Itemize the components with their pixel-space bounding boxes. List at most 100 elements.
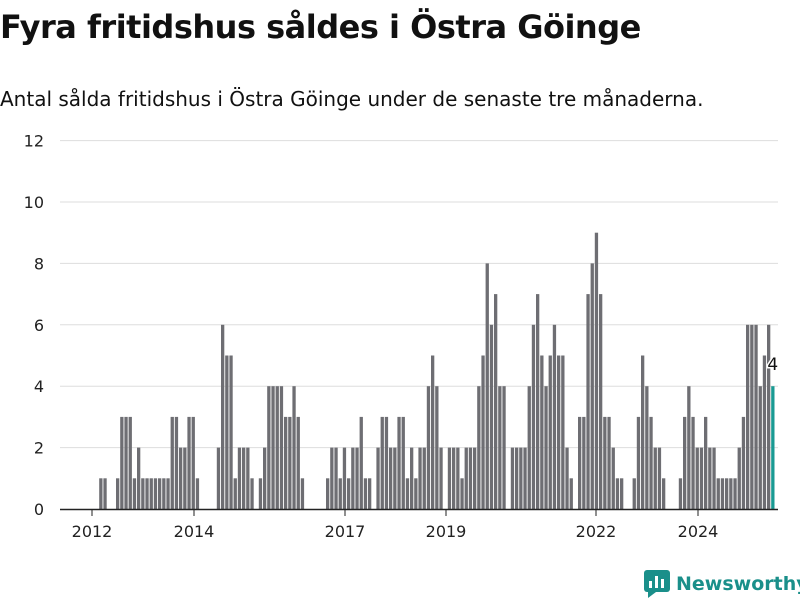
bar [347,478,351,509]
bar [464,447,468,509]
highlight-bar [771,386,775,509]
bar [267,386,271,509]
bar [334,447,338,509]
bar [762,355,767,509]
bar [187,416,191,509]
y-tick-label: 4 [34,377,44,396]
bar-chart: 0 2 4 6 8 10 12 4 2012 2014 2017 2019 2022 2024 [24,132,780,541]
highlight-value-label: 4 [767,355,778,375]
bar [183,447,187,509]
bar [422,447,426,509]
bar [615,478,620,509]
bar [342,447,347,509]
bar [481,355,485,509]
y-tick-label: 2 [34,439,44,458]
bar [330,447,334,509]
bar [599,294,603,509]
bar [141,478,145,509]
bar [494,294,498,509]
bar [737,447,741,509]
bar [149,478,153,509]
bar [657,447,662,509]
bar [607,416,611,509]
bar [586,294,590,509]
bar [552,324,557,509]
bar [704,416,708,509]
bar [557,355,561,509]
bar [368,478,372,509]
bar [477,386,481,509]
bar [279,386,284,509]
bar [662,478,666,509]
bar [355,447,359,509]
bar [578,416,582,509]
bar [128,416,132,509]
bar [124,416,128,509]
bar [179,447,183,509]
bar [439,447,443,509]
brand-logo: Newsworthy [644,570,800,598]
y-tick-label: 8 [34,254,44,273]
bar [620,478,624,509]
bar [746,324,750,509]
bar [326,478,330,509]
bar [510,447,515,509]
bar [233,478,237,509]
bar [582,416,586,509]
bar [250,478,254,509]
bar [397,416,401,509]
y-tick-label: 6 [34,316,44,335]
bar [229,355,233,509]
bar [166,478,170,509]
bar [145,478,149,509]
bar [716,478,720,509]
bar [116,478,120,509]
bar [103,478,107,509]
bar [544,386,548,509]
bar [296,416,300,509]
bar [653,447,657,509]
bar [263,447,267,509]
bar [393,447,397,509]
bar [645,386,649,509]
bar [767,324,771,509]
bar [300,478,305,509]
bar [594,232,599,509]
bar [216,447,221,509]
x-tick-label: 2022 [576,522,617,541]
bar [548,355,552,509]
y-tick-label: 0 [34,500,44,519]
bar [565,447,569,509]
bar [502,386,506,509]
bar [174,416,179,509]
bar [489,324,494,509]
bar [363,478,368,509]
bar [452,447,456,509]
x-tick-label: 2012 [72,522,113,541]
x-tick-label: 2014 [174,522,215,541]
bar [384,416,389,509]
bar [191,416,195,509]
bar [527,386,531,509]
bar [376,447,380,509]
bar [132,478,137,509]
bar [691,416,695,509]
bar [456,447,460,509]
bar [431,355,435,509]
chart-subtitle: Antal sålda fritidshus i Östra Göinge un… [0,87,704,111]
bar [741,416,746,509]
bar [750,324,754,509]
bar [284,416,288,509]
bar [195,478,200,509]
bar [468,447,473,509]
bar [288,416,292,509]
x-tick-label: 2019 [426,522,467,541]
bar [758,386,762,509]
bar [153,478,158,509]
bar [590,263,594,509]
bar [641,355,645,509]
bar [221,324,225,509]
bar [531,324,536,509]
bar [603,416,607,509]
bar [359,416,363,509]
